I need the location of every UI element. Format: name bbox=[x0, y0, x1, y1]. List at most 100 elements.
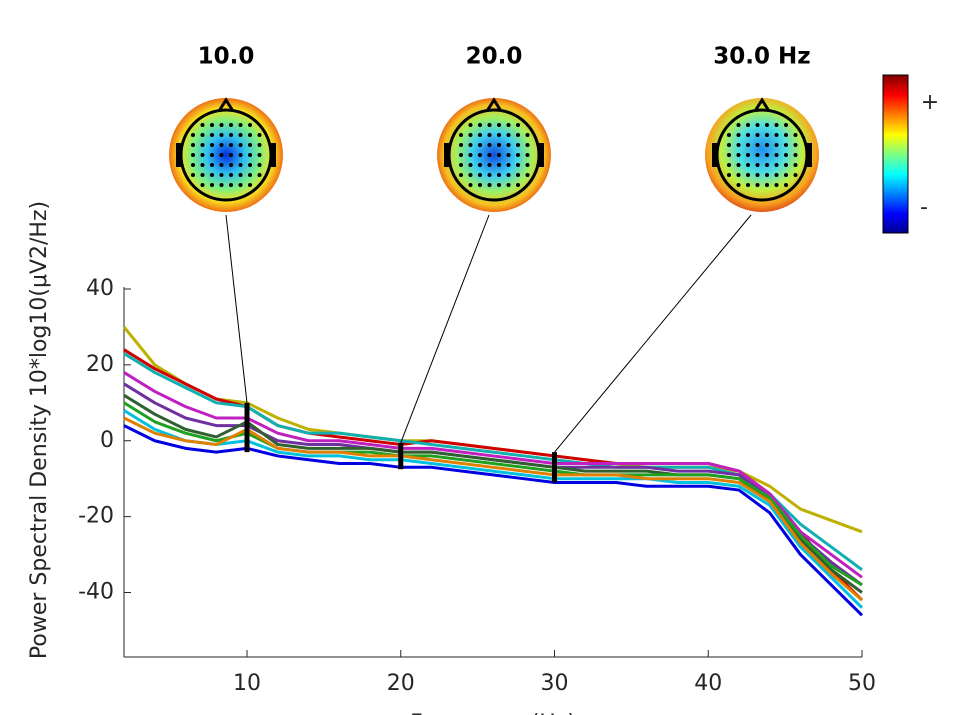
connector bbox=[554, 214, 752, 453]
electrode bbox=[478, 143, 482, 147]
electrode bbox=[248, 163, 252, 167]
electrode bbox=[257, 133, 262, 137]
electrode bbox=[506, 163, 511, 167]
electrode bbox=[219, 163, 224, 167]
electrode bbox=[478, 163, 482, 167]
electrode bbox=[525, 173, 530, 177]
x-tick-label: 40 bbox=[694, 671, 722, 696]
electrode bbox=[784, 163, 788, 167]
ear bbox=[806, 143, 812, 167]
electrode bbox=[774, 133, 779, 137]
electrode bbox=[229, 123, 233, 127]
electrode bbox=[459, 173, 463, 177]
electrode bbox=[727, 153, 731, 157]
electrode bbox=[774, 153, 779, 157]
electrode bbox=[765, 143, 769, 147]
electrode bbox=[755, 183, 760, 187]
electrode bbox=[487, 183, 492, 187]
electrode bbox=[200, 173, 205, 177]
electrode bbox=[784, 173, 788, 177]
topo-title: 10.0 bbox=[198, 44, 255, 70]
electrode bbox=[497, 153, 501, 157]
electrode bbox=[248, 143, 252, 147]
electrode bbox=[774, 173, 779, 177]
electrode bbox=[200, 183, 205, 187]
electrode bbox=[736, 133, 741, 137]
electrode bbox=[784, 143, 788, 147]
electrode bbox=[191, 143, 195, 147]
electrode bbox=[210, 163, 214, 167]
electrode bbox=[793, 133, 798, 137]
electrode bbox=[257, 153, 262, 157]
electrode bbox=[248, 183, 252, 187]
electrode bbox=[210, 173, 214, 177]
electrode bbox=[219, 133, 224, 137]
electrode bbox=[468, 183, 473, 187]
electrode bbox=[191, 163, 195, 167]
electrode bbox=[229, 163, 233, 167]
electrode bbox=[487, 133, 492, 137]
electrode bbox=[746, 123, 750, 127]
electrode bbox=[506, 153, 511, 157]
electrode bbox=[219, 183, 224, 187]
electrode bbox=[755, 173, 760, 177]
electrode bbox=[746, 163, 750, 167]
electrode bbox=[459, 133, 463, 137]
x-tick-label: 20 bbox=[387, 671, 415, 696]
connector bbox=[400, 214, 490, 443]
electrode bbox=[210, 123, 214, 127]
electrode bbox=[459, 143, 463, 147]
electrode bbox=[478, 173, 482, 177]
electrode bbox=[516, 173, 520, 177]
electrode bbox=[506, 133, 511, 137]
electrode bbox=[784, 183, 788, 187]
electrode bbox=[746, 183, 750, 187]
electrode bbox=[219, 143, 224, 147]
electrode bbox=[468, 173, 473, 177]
electrode bbox=[238, 183, 243, 187]
electrode bbox=[746, 133, 750, 137]
ear bbox=[538, 143, 544, 167]
electrode bbox=[506, 173, 511, 177]
y-tick-label: -40 bbox=[78, 580, 114, 605]
electrode bbox=[755, 133, 760, 137]
electrode bbox=[774, 183, 779, 187]
electrode bbox=[229, 173, 233, 177]
electrode bbox=[210, 153, 214, 157]
electrode bbox=[229, 183, 233, 187]
ear bbox=[270, 143, 276, 167]
x-tick-label: 30 bbox=[541, 671, 569, 696]
electrode bbox=[497, 163, 501, 167]
electrode bbox=[459, 153, 463, 157]
electrode bbox=[487, 153, 492, 157]
electrode bbox=[793, 143, 798, 147]
electrode bbox=[497, 143, 501, 147]
electrode bbox=[478, 133, 482, 137]
y-axis-label: Power Spectral Density 10*log10(μV2/Hz) bbox=[27, 201, 52, 659]
electrode bbox=[219, 123, 224, 127]
electrode bbox=[736, 183, 741, 187]
electrode bbox=[210, 143, 214, 147]
spectrum-line bbox=[123, 382, 863, 587]
electrode bbox=[238, 123, 243, 127]
topomap bbox=[444, 97, 544, 202]
electrode bbox=[497, 173, 501, 177]
electrode bbox=[765, 183, 769, 187]
electrode bbox=[257, 143, 262, 147]
electrode bbox=[191, 173, 195, 177]
electrode bbox=[736, 143, 741, 147]
electrode bbox=[736, 123, 741, 127]
electrode bbox=[487, 163, 492, 167]
electrode bbox=[765, 173, 769, 177]
electrode bbox=[200, 123, 205, 127]
topomap bbox=[176, 97, 276, 202]
electrode bbox=[755, 143, 760, 147]
electrode bbox=[497, 133, 501, 137]
spectrum-line bbox=[123, 416, 863, 602]
electrode bbox=[793, 153, 798, 157]
electrode bbox=[487, 143, 492, 147]
electrode bbox=[765, 163, 769, 167]
x-tick-label: 10 bbox=[233, 671, 261, 696]
electrode bbox=[229, 153, 233, 157]
y-tick-label: 20 bbox=[86, 352, 114, 377]
